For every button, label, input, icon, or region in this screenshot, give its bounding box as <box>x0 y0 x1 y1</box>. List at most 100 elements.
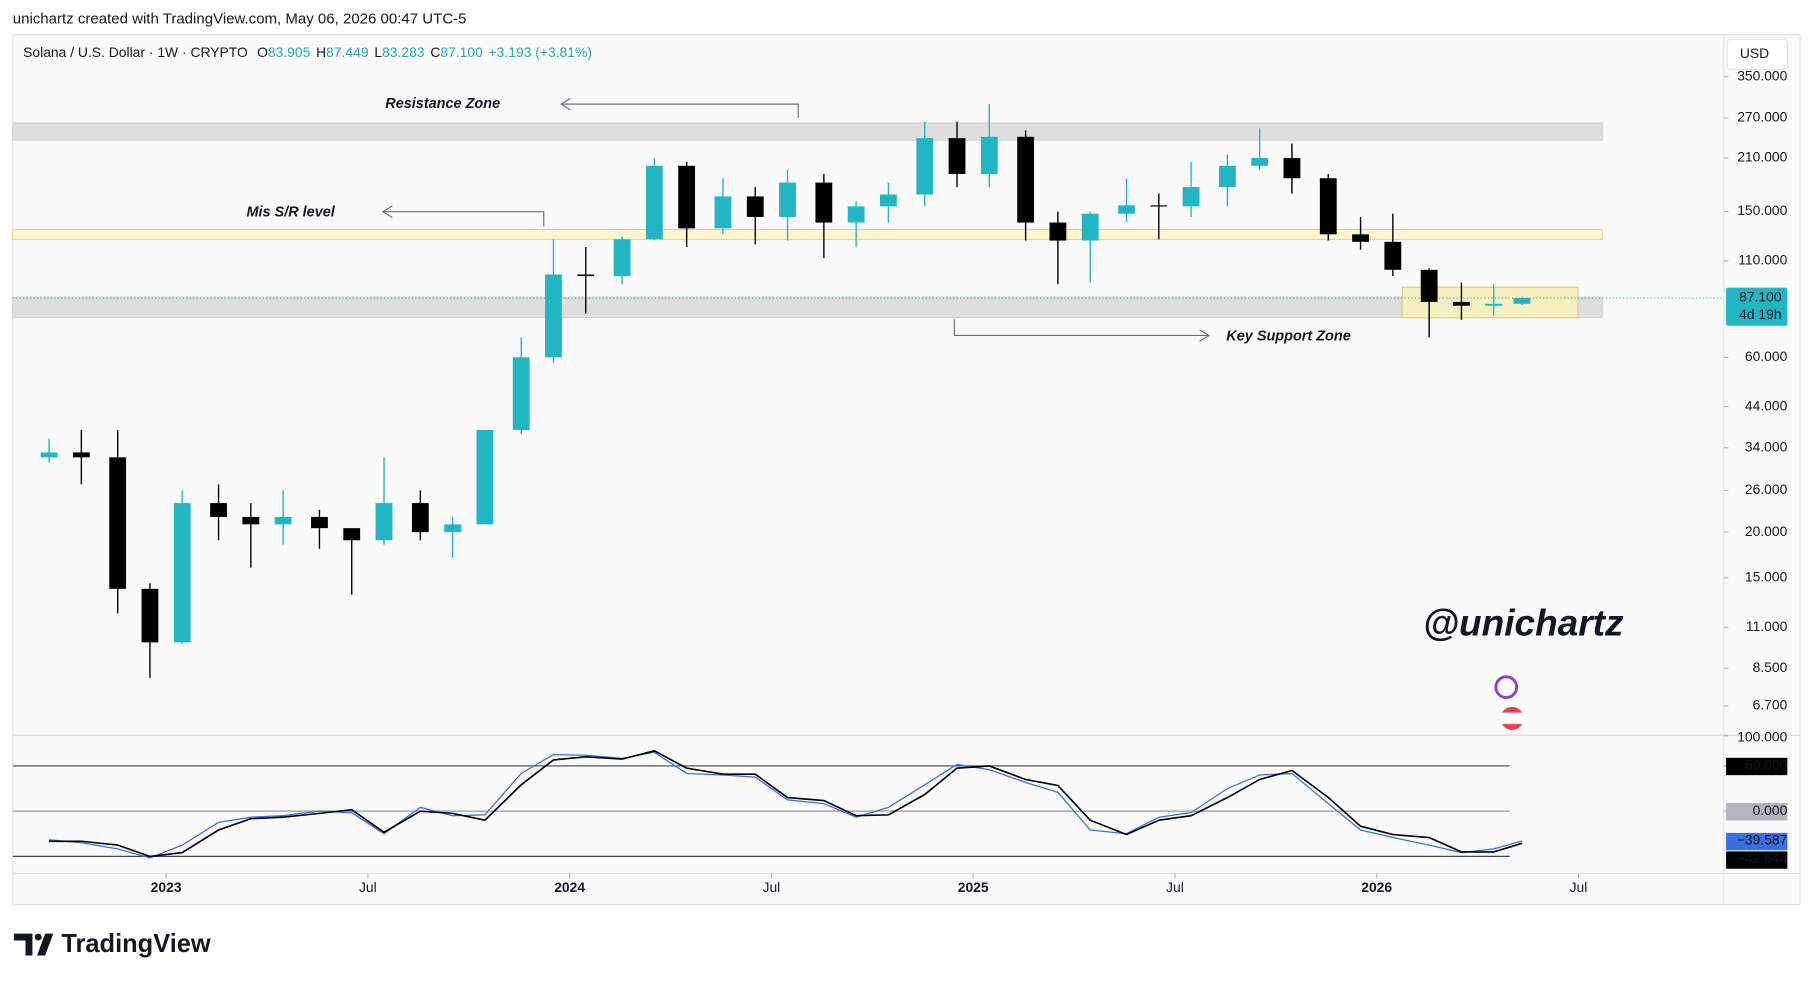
zone <box>12 229 1603 240</box>
last-value-label: −42.644 <box>1737 850 1788 866</box>
y-tick-label: 6.700 <box>1753 697 1788 713</box>
candle-body <box>980 136 998 174</box>
candle-body <box>613 239 631 277</box>
x-tick-label: 2026 <box>1361 879 1392 895</box>
y-tick-label: 60.000 <box>1745 757 1788 773</box>
candle-body <box>1319 178 1337 235</box>
legend-value: 87.449 <box>326 44 369 60</box>
y-tick-label: 60.000 <box>1745 348 1788 364</box>
last-value-label: −39.587 <box>1737 832 1788 848</box>
candle-body <box>1352 234 1369 242</box>
last-value-box <box>1726 851 1788 869</box>
candle-body <box>1182 187 1200 207</box>
candle-body <box>779 182 796 217</box>
brand-logo: TradingView <box>13 930 211 958</box>
y-tick-label: 8.500 <box>1753 659 1788 675</box>
candle-body <box>1081 213 1099 241</box>
y-tick-box <box>1726 803 1788 821</box>
y-tick-label: 350.000 <box>1737 67 1787 83</box>
legend-value: 83.283 <box>382 44 425 60</box>
logo-mark <box>34 933 42 941</box>
legend-key: L <box>374 44 382 60</box>
candle-body <box>72 452 90 458</box>
y-tick-label: 150.000 <box>1737 202 1787 218</box>
candle-body <box>714 196 732 229</box>
candle-body <box>1453 301 1470 306</box>
candle-body <box>545 274 562 358</box>
chart-frame <box>12 34 1801 906</box>
legend-key: H <box>316 44 326 60</box>
candle-body <box>880 194 897 207</box>
candle-body <box>476 429 494 525</box>
currency[interactable]: USD <box>1740 45 1769 61</box>
candle-body <box>577 274 595 277</box>
candle-body <box>40 452 58 458</box>
legend: Solana / U.S. Dollar · 1W · CRYPTO O83.90… <box>23 44 592 60</box>
candle-body <box>1017 136 1035 223</box>
candle-body <box>1283 158 1301 179</box>
logo-mark <box>13 933 54 956</box>
x-tick-label: Jul <box>1570 879 1588 895</box>
zone <box>12 122 1603 141</box>
candle-body <box>1513 298 1531 304</box>
candle-body <box>411 503 429 533</box>
icon <box>1494 675 1519 700</box>
y-tick-label: 26.000 <box>1745 481 1788 497</box>
annotations: Resistance Zone Mis S/R level Key Suppor… <box>246 96 1624 730</box>
candle-body <box>1150 205 1168 207</box>
candle-body <box>815 182 833 223</box>
y-tick-label: 210.000 <box>1737 149 1787 165</box>
x-tick-label: 2024 <box>554 879 585 895</box>
candle-body <box>746 196 764 217</box>
candle-body <box>847 206 865 223</box>
legend-change: +3.193 (+3.81%) <box>489 44 592 60</box>
candle-body <box>1251 158 1269 166</box>
candle-body <box>242 516 260 525</box>
candle-body <box>512 357 530 430</box>
legend-key: O <box>257 44 268 60</box>
oscillator-line <box>49 749 1523 858</box>
legend-value: 87.100 <box>440 44 483 60</box>
candle-body <box>1049 222 1067 241</box>
legend-key: C <box>430 44 440 60</box>
arrow <box>953 319 1211 342</box>
candle-body <box>210 503 227 517</box>
y-tick-label: 34.000 <box>1745 438 1788 454</box>
last-price-label: 87.100 <box>1739 289 1782 305</box>
x-tick-label: 2023 <box>151 879 182 895</box>
x-tick-label: 2025 <box>958 879 989 895</box>
candle-body <box>141 588 159 643</box>
header: unichartz created with TradingView.com, … <box>13 11 467 28</box>
legend-symbol: Solana / U.S. Dollar · 1W · CRYPTO <box>23 44 248 60</box>
x-tick-label: Jul <box>1166 879 1184 895</box>
legend-value: 83.905 <box>268 44 311 60</box>
candle-body <box>343 528 361 541</box>
candle-body <box>645 165 663 240</box>
y-tick-label: 44.000 <box>1745 397 1788 413</box>
candle-body <box>311 516 328 529</box>
y-tick-label: 270.000 <box>1737 109 1787 125</box>
currency-box[interactable] <box>1726 38 1788 70</box>
candle-body <box>1485 303 1503 306</box>
candle-body <box>444 524 462 533</box>
candle-body <box>109 457 127 589</box>
zone <box>12 296 1603 319</box>
icon <box>1500 712 1524 725</box>
y-tick-label: 11.000 <box>1746 618 1788 634</box>
candle-body <box>1218 165 1236 188</box>
candle-body <box>274 516 292 525</box>
last-value-box <box>1726 832 1788 851</box>
y-tick-label: 0.000 <box>1753 802 1788 818</box>
x-tick-label: Jul <box>359 879 377 895</box>
y-tick-label: 15.000 <box>1745 569 1788 585</box>
zone-label: Key Support Zone <box>1226 328 1350 344</box>
zone-label: Mis S/R level <box>246 205 335 221</box>
candle-body <box>1420 269 1438 302</box>
candle-body <box>916 138 934 195</box>
candle-body <box>678 165 696 229</box>
arrow <box>560 97 799 118</box>
zone-label: Resistance Zone <box>385 96 500 112</box>
candle-body <box>173 503 191 643</box>
